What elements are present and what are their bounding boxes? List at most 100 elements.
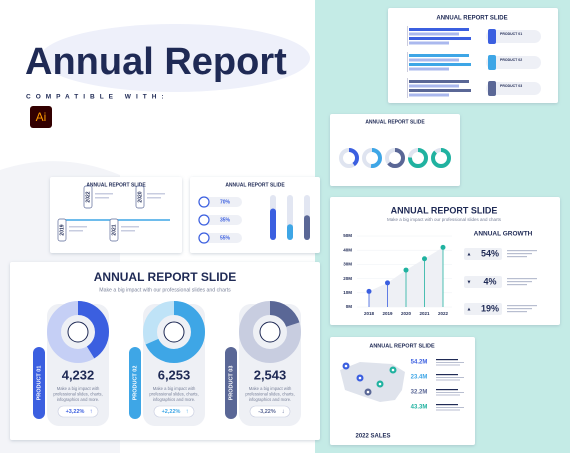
product-tab (129, 347, 141, 419)
icon (198, 232, 210, 244)
donut-arc (385, 148, 405, 168)
bar (409, 84, 459, 88)
y-tick-label: 40M (343, 247, 352, 252)
text-line (507, 253, 532, 255)
year-box (109, 218, 119, 242)
label: ANNUAL REPORT SLIDE (369, 343, 435, 349)
card-value: 4,232 (62, 367, 95, 382)
change-pill (57, 405, 99, 418)
card (47, 304, 109, 426)
stat-value: 4% (483, 276, 496, 286)
slide-subtitle: Make a big impact with our professional … (99, 287, 231, 293)
pin-dot (391, 368, 395, 372)
title: Annual Report (25, 41, 287, 83)
bar (409, 89, 471, 92)
year-text-line (69, 226, 87, 228)
text-line (507, 311, 527, 313)
progress-fill (287, 224, 293, 240)
text-line (436, 362, 464, 363)
donut-arc (239, 301, 301, 363)
text-line (507, 281, 532, 283)
card-description: Make a big impact with (249, 386, 292, 391)
year-label: 2020 (137, 191, 143, 202)
axis-stub (407, 52, 408, 72)
percent-label: 35% (220, 217, 231, 223)
text-line (436, 409, 460, 411)
year-text-line (147, 193, 165, 195)
arrow-icon: ↑ (90, 409, 93, 415)
label: ANNUAL REPORT SLIDE (86, 182, 146, 188)
icon (198, 214, 210, 226)
text-line (436, 392, 464, 393)
label: ANNUAL REPORT SLIDE (391, 205, 498, 215)
stat-value: 19% (481, 303, 499, 313)
app-icon-label: Ai (36, 110, 47, 124)
blob (40, 24, 310, 92)
y-tick-label: 0M (346, 304, 353, 309)
text-line (507, 250, 537, 252)
bar (409, 63, 471, 66)
y-tick-label: 10M (343, 290, 352, 295)
sales-value: 23.4M (411, 375, 428, 381)
year-box (83, 185, 93, 209)
text-line (436, 407, 464, 408)
x-tick-label: 2019 (382, 311, 393, 316)
change-label: +3,22% (66, 409, 85, 415)
card-description: professional slides, charts, (53, 392, 102, 397)
icon (488, 29, 496, 44)
slide (50, 177, 182, 253)
axis-stub (407, 78, 408, 98)
percent-label: 70% (220, 199, 231, 205)
year-text-line (95, 197, 109, 199)
year-text-line (121, 230, 135, 232)
point (403, 267, 409, 273)
card-description: professional slides, charts, (245, 392, 294, 397)
card (143, 304, 205, 426)
text-line (436, 377, 464, 378)
arrow-icon: ↓ (282, 409, 285, 415)
bar (409, 32, 459, 36)
year-box (135, 185, 145, 209)
card-description: infographics and more. (249, 397, 292, 402)
icon (488, 55, 496, 70)
point (422, 256, 427, 262)
pill (486, 82, 541, 95)
donut-center (163, 321, 185, 343)
donut-arc (408, 148, 428, 168)
bar (409, 41, 449, 45)
card-description: Make a big impact with (153, 386, 196, 391)
text-line (507, 305, 537, 307)
bar (409, 67, 449, 71)
axis-stub (407, 26, 408, 46)
text-line (507, 256, 527, 258)
label: ANNUAL REPORT SLIDE (436, 16, 507, 22)
text-line (436, 394, 460, 396)
donut-arc (47, 301, 109, 363)
arrow-icon: ▲ (467, 306, 472, 312)
stat-box (464, 248, 502, 260)
subtitle: COMPATIBLE WITH: (26, 94, 169, 101)
label: ANNUAL REPORT SLIDE (365, 119, 425, 125)
point (440, 244, 446, 250)
pill (486, 56, 541, 69)
year-label: 2022 (85, 191, 91, 202)
donut-center (67, 321, 89, 343)
sales-value: 43.3M (411, 405, 428, 411)
text-line (436, 379, 460, 381)
sales-value: 54.2M (411, 360, 428, 366)
arrow-icon: ↑ (186, 409, 189, 415)
card-value: 2,543 (254, 367, 287, 382)
text-line (436, 404, 458, 406)
x-tick-label: 2020 (401, 311, 412, 316)
year-label: 2021 (111, 224, 117, 235)
year-text-line (69, 230, 83, 232)
change-label: -3,22% (258, 409, 276, 415)
donut-arc (362, 148, 382, 168)
heading: ANNUAL GROWTH (474, 231, 533, 238)
point (366, 288, 372, 294)
card-description: infographics and more. (153, 397, 196, 402)
year-label: 2019 (59, 224, 65, 235)
card-value: 6,253 (158, 367, 191, 382)
caption: 2022 SALES (355, 434, 390, 440)
change-pill (249, 405, 291, 418)
